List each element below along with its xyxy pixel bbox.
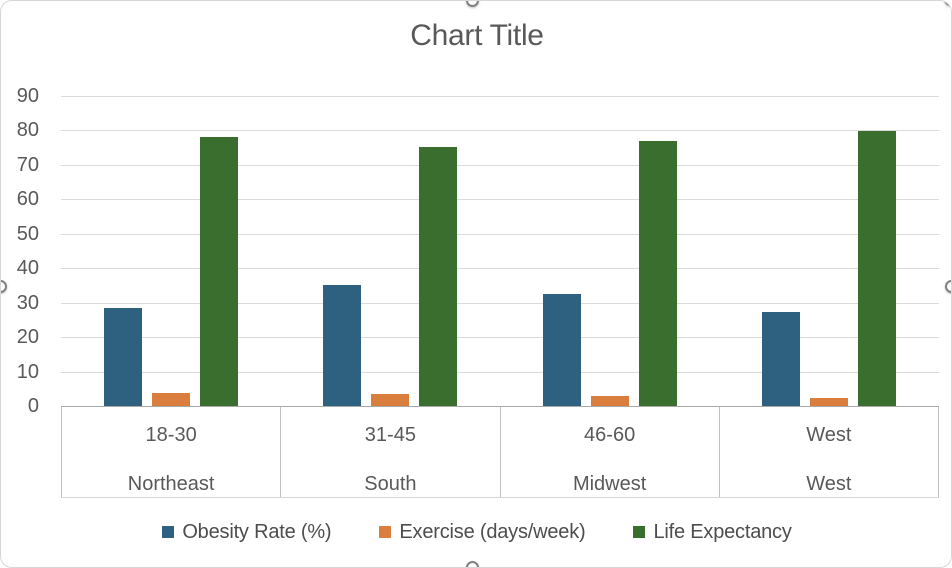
bar-life-expectancy-18-30[interactable] [199,136,238,406]
y-axis-tick-label: 30 [16,291,39,314]
legend-label: Life Expectancy [653,520,792,543]
y-axis-tick-label: 80 [16,119,39,142]
y-axis-tick-label: 20 [16,326,39,349]
chart-title[interactable]: Chart Title [410,19,544,52]
bar-obesity-rate-west[interactable] [762,311,801,406]
gridline [61,96,939,97]
category-cell: 46-60 Midwest [499,407,719,497]
category-axis: 18-30 Northeast 31-45 South 46-60 Midwest West… [61,406,939,498]
y-axis-tick-label: 40 [16,257,39,280]
bar-life-expectancy-31-45[interactable] [419,146,458,406]
selection-handle-right[interactable] [945,280,951,293]
bar-exercise-days-week-west[interactable] [810,398,849,406]
selection-handle-top-right[interactable] [944,1,951,6]
category-label-secondary: Northeast [127,473,215,495]
bar-exercise-days-week-46-60[interactable] [590,396,629,406]
gridline [61,130,939,132]
category-label-primary: 46-60 [584,424,636,446]
gridline [61,302,939,304]
y-axis-tick-label: 60 [16,188,39,211]
selection-handle-top[interactable] [466,1,479,7]
gridline [61,268,939,270]
legend-item[interactable]: Obesity Rate (%) [162,520,332,544]
bar-exercise-days-week-31-45[interactable] [371,394,410,406]
legend-swatch-icon [633,526,646,538]
legend-item[interactable]: Life Expectancy [633,520,792,544]
category-label-primary: 18-30 [145,424,197,446]
category-label-secondary: West [806,473,852,495]
gridline [61,199,939,201]
selection-handle-bottom[interactable] [466,561,479,567]
y-axis-tick-label: 0 [27,395,39,417]
category-label-primary: 31-45 [364,424,416,446]
legend[interactable]: Obesity Rate (%) Exercise (days/week) Life… [1,518,951,546]
y-axis-tick-label: 70 [16,153,39,176]
legend-swatch-icon [379,526,392,538]
gridline [61,233,939,235]
legend-item[interactable]: Exercise (days/week) [379,520,586,544]
legend-swatch-icon [162,526,175,538]
category-cell: 31-45 South [280,407,499,497]
category-cell: West West [718,407,938,497]
bar-exercise-days-week-18-30[interactable] [151,392,190,406]
gridline [61,164,939,166]
bar-obesity-rate-31-45[interactable] [323,284,362,406]
selection-handle-left[interactable] [1,280,7,293]
bar-life-expectancy-46-60[interactable] [638,140,677,406]
plot-area [61,96,939,407]
legend-label: Exercise (days/week) [399,520,586,543]
bar-life-expectancy-west[interactable] [858,130,897,406]
gridline [61,337,939,339]
y-axis-tick-label: 50 [16,222,39,245]
y-axis-tick-label: 10 [16,360,39,383]
y-axis-tick-label: 90 [16,85,39,107]
gridline [61,371,939,373]
bar-obesity-rate-18-30[interactable] [103,307,142,406]
legend-label: Obesity Rate (%) [182,520,332,543]
category-label-secondary: South [364,473,417,495]
category-cell: 18-30 Northeast [62,407,280,497]
category-label-secondary: Midwest [572,473,647,495]
category-label-primary: West [806,424,852,446]
bar-obesity-rate-46-60[interactable] [542,294,581,406]
